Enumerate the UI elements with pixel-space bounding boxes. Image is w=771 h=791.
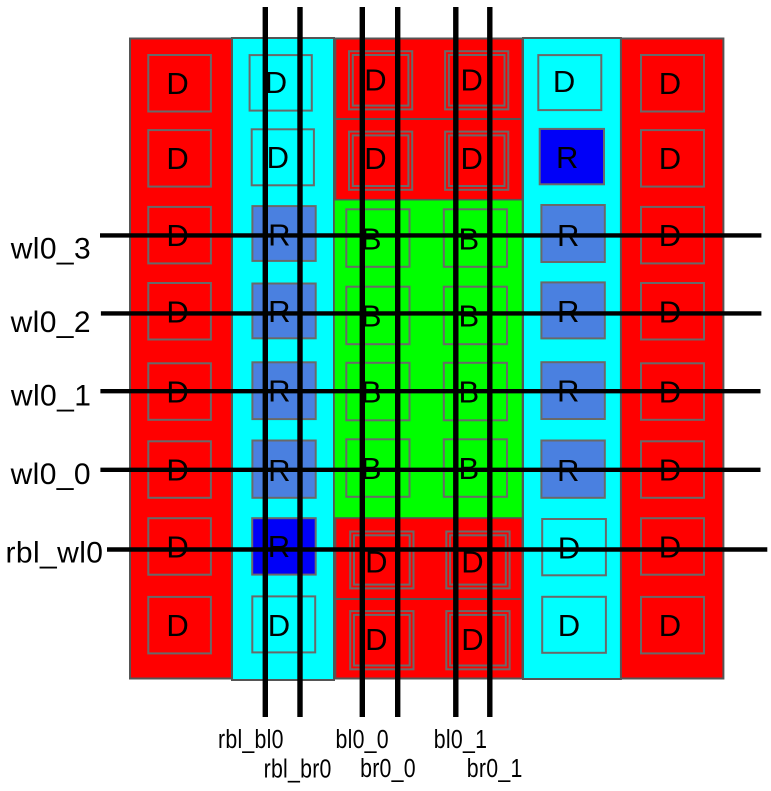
- svg-text:D: D: [166, 608, 188, 643]
- svg-text:B: B: [458, 222, 479, 257]
- svg-text:D: D: [364, 141, 386, 176]
- svg-text:B: B: [361, 298, 382, 333]
- svg-text:br0_0: br0_0: [360, 754, 416, 784]
- svg-text:R: R: [268, 529, 290, 564]
- svg-text:rbl_bl0: rbl_bl0: [218, 725, 284, 755]
- svg-text:D: D: [267, 140, 289, 175]
- svg-text:D: D: [166, 141, 188, 176]
- svg-text:D: D: [265, 65, 287, 100]
- svg-text:R: R: [556, 140, 578, 175]
- svg-text:bl0_1: bl0_1: [434, 725, 487, 755]
- svg-text:D: D: [365, 545, 387, 580]
- svg-text:wl0_1: wl0_1: [10, 379, 91, 412]
- svg-text:D: D: [659, 529, 681, 564]
- svg-text:D: D: [268, 608, 290, 643]
- svg-text:bl0_0: bl0_0: [336, 725, 389, 755]
- svg-text:D: D: [659, 66, 681, 101]
- svg-text:wl0_3: wl0_3: [10, 233, 91, 266]
- svg-text:D: D: [461, 622, 483, 657]
- svg-text:rbl_wl0: rbl_wl0: [6, 537, 104, 570]
- svg-text:B: B: [458, 298, 479, 333]
- svg-text:D: D: [166, 66, 188, 101]
- svg-text:D: D: [461, 63, 483, 98]
- svg-text:D: D: [461, 141, 483, 176]
- svg-text:D: D: [166, 529, 188, 564]
- svg-text:rbl_br0: rbl_br0: [264, 754, 332, 784]
- svg-text:D: D: [461, 545, 483, 580]
- svg-text:br0_1: br0_1: [467, 754, 523, 784]
- svg-text:wl0_0: wl0_0: [10, 458, 91, 491]
- svg-text:D: D: [553, 64, 575, 99]
- svg-text:D: D: [364, 63, 386, 98]
- svg-text:D: D: [558, 608, 580, 643]
- svg-text:wl0_2: wl0_2: [10, 306, 91, 339]
- svg-text:D: D: [365, 622, 387, 657]
- svg-text:D: D: [659, 608, 681, 643]
- svg-text:B: B: [361, 222, 382, 257]
- svg-text:D: D: [659, 141, 681, 176]
